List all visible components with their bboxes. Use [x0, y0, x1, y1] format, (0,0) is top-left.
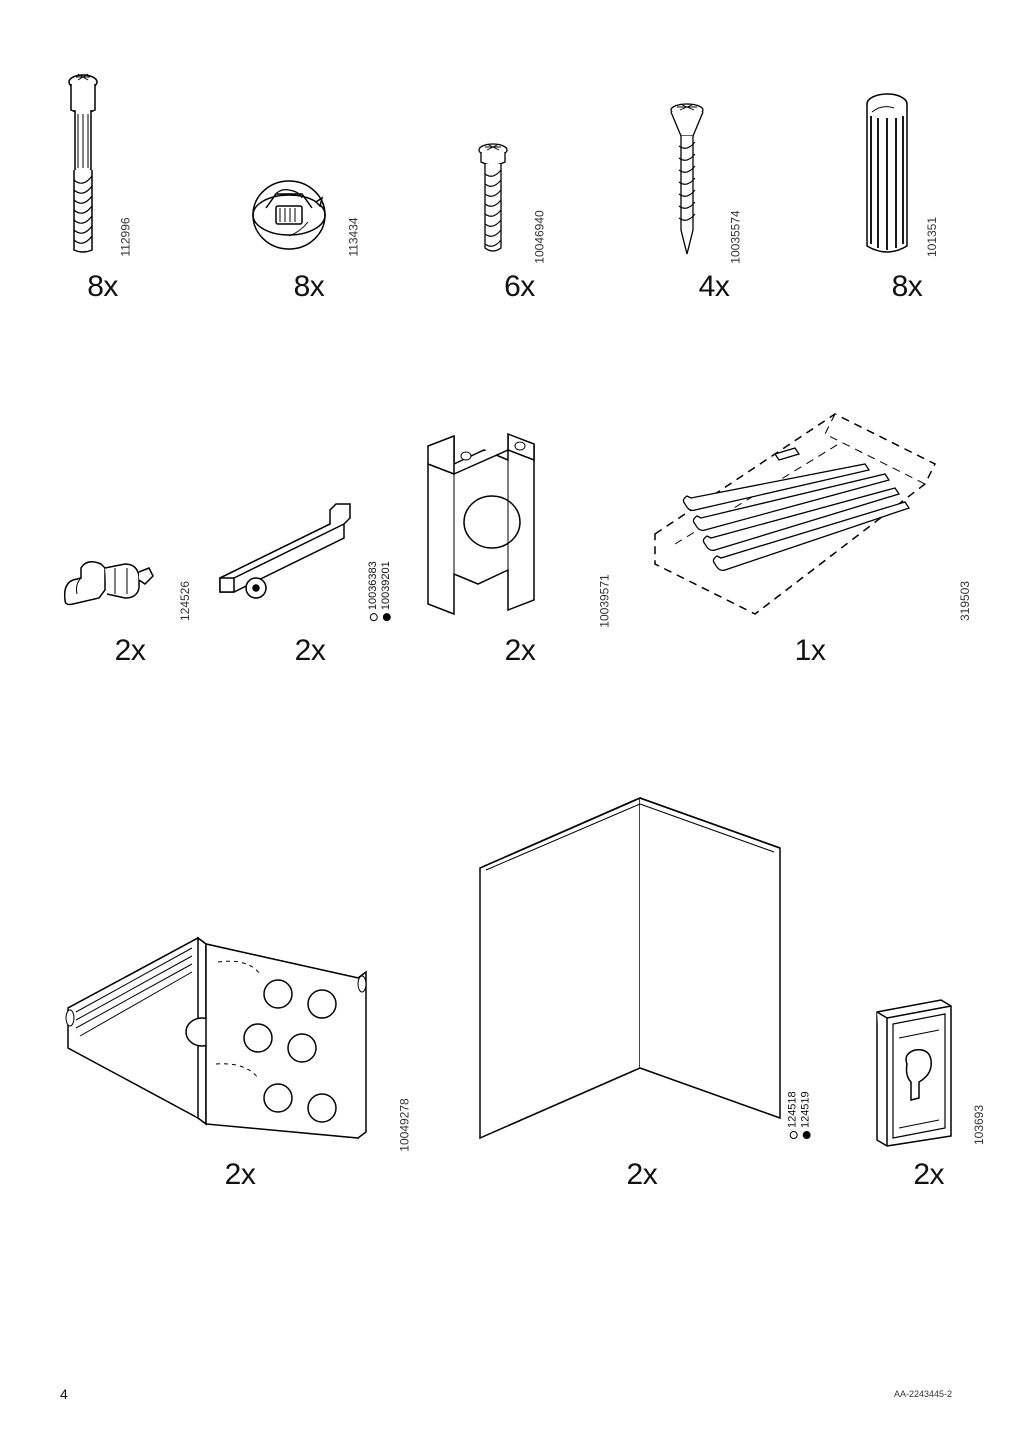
- part-number-multi: 124518 124519: [787, 1091, 813, 1139]
- part-number: 10035574: [729, 210, 743, 263]
- part-number: 10046940: [532, 210, 546, 263]
- quantity-label: 4x: [699, 270, 730, 304]
- hardware-item-back-panel: 124518 124519 2x: [460, 788, 824, 1192]
- document-id: AA-2243445-2: [894, 1389, 952, 1399]
- quantity-label: 2x: [115, 634, 146, 668]
- quantity-label: 8x: [294, 270, 325, 304]
- hardware-item-bolt-long: 112996 8x: [60, 70, 145, 304]
- hardware-row-3: 10049278 2x 124518: [50, 788, 962, 1192]
- page-footer: 4 AA-2243445-2: [0, 1386, 1012, 1402]
- corner-hinge-icon: [48, 888, 378, 1148]
- part-number: 319503: [958, 581, 972, 621]
- rail-bracket-icon: [210, 484, 360, 624]
- hardware-row-1: 112996 8x: [50, 70, 962, 304]
- wall-bracket-icon: [408, 404, 578, 624]
- part-number: 103693: [972, 1105, 986, 1145]
- page-number: 4: [60, 1386, 68, 1402]
- part-number: 10039571: [598, 574, 612, 627]
- hardware-row-2: 124526 2x: [50, 404, 962, 668]
- hardware-item-nail-bag: 319503 1x: [640, 404, 980, 668]
- nail-bag-icon: [635, 404, 945, 624]
- hardware-item-cam-lock: 113434 8x: [244, 170, 373, 304]
- quantity-label: 2x: [225, 1158, 256, 1192]
- quantity-label: 2x: [627, 1158, 658, 1192]
- screw-wood-icon: [665, 100, 709, 260]
- hardware-item-screw-medium: 10046940 6x: [473, 140, 566, 304]
- back-panel-icon: [460, 788, 790, 1148]
- hardware-item-plastic-clip: 124526 2x: [60, 544, 200, 668]
- cam-lock-icon: [244, 170, 334, 260]
- plastic-clip-icon: [55, 544, 165, 624]
- hardware-item-dowel-wood: 101351 8x: [862, 90, 952, 304]
- bolt-long-icon: [60, 70, 106, 260]
- quantity-label: 6x: [504, 270, 535, 304]
- hardware-item-screw-wood: 10035574 4x: [665, 100, 762, 304]
- part-number: 112996: [119, 217, 133, 256]
- quantity-label: 2x: [295, 634, 326, 668]
- assembly-hardware-page: 112996 8x: [0, 0, 1012, 1432]
- quantity-label: 8x: [892, 270, 923, 304]
- part-number: 124526: [178, 581, 192, 621]
- quantity-label: 8x: [87, 270, 118, 304]
- dowel-wood-icon: [862, 90, 912, 260]
- part-number: 10049278: [398, 1098, 412, 1151]
- hardware-item-corner-hinge: 10049278 2x: [60, 888, 420, 1192]
- hanger-plate-icon: [859, 998, 959, 1148]
- part-number-multi: 10036383 10039201: [367, 561, 393, 621]
- quantity-label: 2x: [505, 634, 536, 668]
- screw-medium-icon: [473, 140, 513, 260]
- hardware-item-rail-bracket: 10036383 10039201 2x: [220, 484, 400, 668]
- quantity-label: 2x: [913, 1158, 944, 1192]
- hardware-item-hanger-plate: 103693 2x: [864, 998, 994, 1192]
- quantity-label: 1x: [795, 634, 826, 668]
- hardware-item-wall-bracket: 10039571 2x: [420, 404, 620, 668]
- part-number: 113434: [347, 217, 361, 256]
- part-number: 101351: [925, 217, 939, 257]
